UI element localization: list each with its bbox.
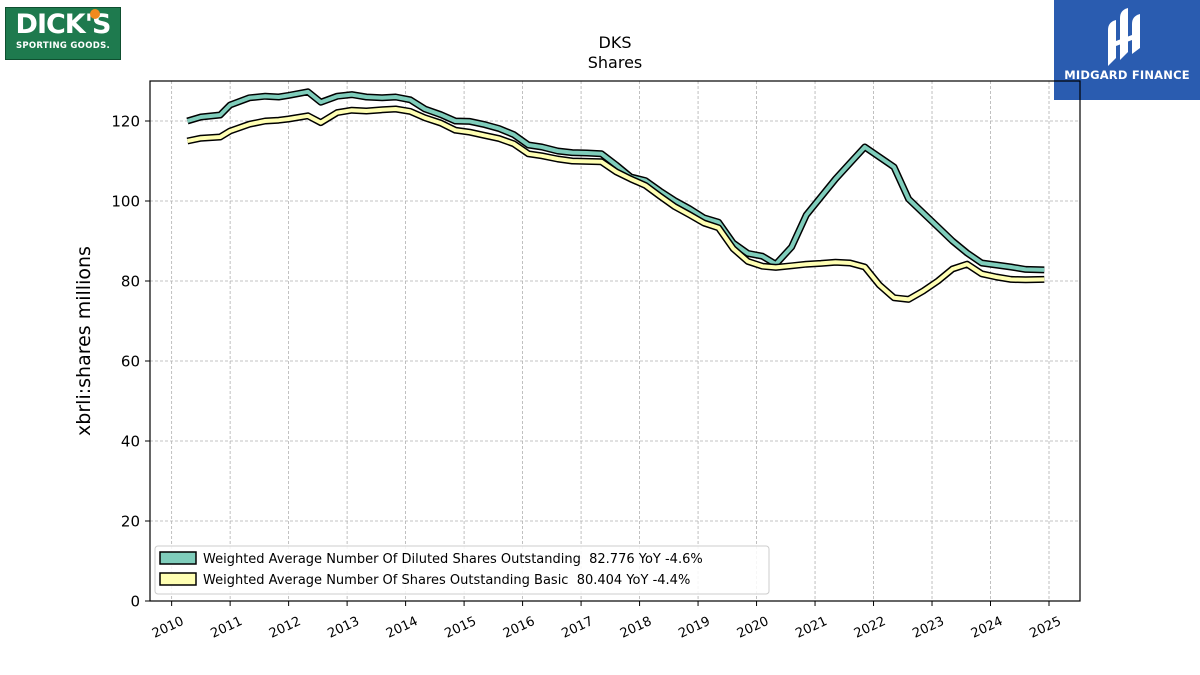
series-fill bbox=[186, 89, 1045, 272]
series-line-2 bbox=[186, 105, 1045, 303]
grid-lines bbox=[150, 81, 1080, 602]
x-tick-label: 2010 bbox=[150, 614, 186, 642]
legend-box bbox=[154, 545, 770, 595]
chart-title: DKS bbox=[599, 33, 632, 52]
plot-frame bbox=[149, 80, 1081, 602]
series-lines bbox=[186, 88, 1045, 303]
x-tick-label: 2012 bbox=[267, 614, 303, 642]
basketball-icon bbox=[90, 9, 100, 19]
legend-label: Weighted Average Number Of Shares Outsta… bbox=[203, 573, 690, 588]
y-axis-label: xbrli:shares millions bbox=[73, 246, 95, 436]
dicks-sporting-goods-logo: DICK'S SPORTING GOODS. bbox=[5, 7, 121, 60]
x-tick-label: 2018 bbox=[618, 614, 654, 642]
series-fill bbox=[186, 107, 1045, 302]
y-tick-label: 100 bbox=[111, 193, 140, 211]
y-tick-label: 40 bbox=[121, 433, 140, 451]
x-tick-label: 2011 bbox=[208, 614, 244, 642]
x-tick-label: 2023 bbox=[910, 614, 946, 642]
x-tick-label: 2013 bbox=[325, 614, 361, 642]
x-tick-label: 2020 bbox=[735, 614, 771, 642]
y-tick-label: 80 bbox=[121, 273, 140, 291]
legend-swatch bbox=[159, 551, 197, 565]
x-tick-label: 2017 bbox=[559, 614, 595, 642]
x-tick-label: 2022 bbox=[852, 614, 888, 642]
midgard-monogram-icon bbox=[1108, 8, 1140, 66]
x-tick-label: 2019 bbox=[676, 614, 712, 642]
y-tick-label: 60 bbox=[121, 353, 140, 371]
x-tick-label: 2024 bbox=[969, 614, 1005, 642]
logo-company-name: MIDGARD FINANCE bbox=[1064, 68, 1190, 82]
logo-tagline: SPORTING GOODS. bbox=[15, 41, 111, 51]
legend-label: Weighted Average Number Of Diluted Share… bbox=[203, 552, 703, 567]
x-tick-label: 2015 bbox=[442, 614, 478, 642]
legend-swatch bbox=[159, 572, 197, 586]
series-line-1 bbox=[186, 88, 1045, 274]
chart-subtitle: Shares bbox=[588, 53, 643, 72]
legend: Weighted Average Number Of Diluted Share… bbox=[154, 545, 770, 595]
x-tick-label: 2014 bbox=[384, 614, 420, 642]
y-tick-label: 20 bbox=[121, 513, 140, 531]
x-tick-label: 2021 bbox=[793, 614, 829, 642]
y-tick-label: 120 bbox=[111, 113, 140, 131]
y-tick-label: 0 bbox=[130, 593, 140, 611]
x-tick-label: 2016 bbox=[501, 614, 537, 642]
midgard-finance-logo: MIDGARD FINANCE bbox=[1054, 0, 1200, 100]
x-tick-label: 2025 bbox=[1027, 614, 1063, 642]
